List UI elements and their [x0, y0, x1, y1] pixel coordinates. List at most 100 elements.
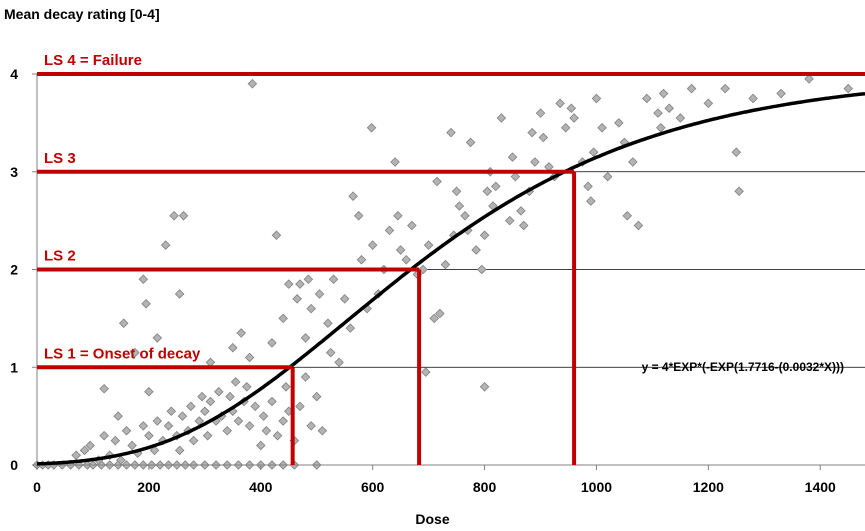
data-point: [281, 382, 291, 392]
data-point: [664, 103, 674, 113]
x-tick-label: 400: [249, 479, 273, 495]
data-point: [202, 430, 213, 441]
data-point: [653, 108, 663, 118]
data-point: [393, 210, 403, 221]
data-point: [482, 186, 493, 197]
data-point: [804, 74, 814, 84]
data-point: [588, 147, 599, 157]
y-tick-label: 0: [10, 457, 18, 473]
data-point: [311, 391, 322, 402]
data-point: [586, 196, 596, 206]
y-tick-label: 3: [10, 164, 18, 180]
data-point: [429, 313, 439, 324]
data-point: [535, 108, 546, 118]
grid-lines: [37, 73, 865, 368]
limit-state-lines: [37, 72, 865, 465]
fit-curve: [36, 91, 865, 466]
data-point: [734, 186, 744, 197]
data-point: [555, 98, 565, 109]
data-point: [675, 113, 686, 123]
tick-labels: 0 200 400 600 800 1000 1200 1400 0 1 2 3 4: [10, 66, 836, 495]
data-point: [214, 386, 224, 397]
data-point: [99, 430, 109, 441]
data-point: [614, 118, 624, 128]
data-point: [345, 323, 356, 333]
data-point: [325, 347, 336, 358]
data-point: [144, 430, 154, 441]
x-tick-label: 1200: [693, 479, 724, 495]
data-point: [314, 289, 325, 299]
data-point: [278, 313, 288, 324]
data-point: [79, 445, 90, 456]
data-point: [306, 421, 316, 431]
data-point: [334, 357, 344, 368]
data-point: [258, 411, 269, 421]
data-point: [244, 352, 255, 363]
data-point: [583, 181, 593, 192]
data-point: [446, 127, 456, 138]
y-tick-label: 4: [10, 66, 18, 82]
data-point: [233, 416, 244, 426]
data-point: [113, 411, 123, 421]
data-point: [85, 440, 95, 451]
data-point: [205, 396, 216, 407]
data-point: [222, 426, 232, 436]
data-point: [748, 93, 758, 104]
y-tick-label: 2: [10, 262, 18, 278]
data-point: [407, 220, 417, 231]
data-point: [510, 171, 521, 182]
x-tick-label: 1000: [581, 479, 612, 495]
x-tick-label: 200: [137, 479, 161, 495]
limit-state-label: LS 2: [44, 248, 76, 265]
data-point: [496, 113, 507, 123]
data-point: [178, 210, 189, 221]
data-point: [144, 386, 154, 397]
data-point: [597, 122, 607, 133]
data-point: [110, 435, 121, 446]
data-point: [292, 294, 302, 304]
limit-state-label: LS 3: [44, 150, 76, 167]
data-point: [186, 401, 196, 412]
data-point: [731, 147, 742, 157]
data-point: [306, 303, 316, 314]
data-point: [127, 440, 137, 451]
data-point: [323, 318, 333, 329]
data-point: [225, 391, 235, 402]
data-point: [339, 294, 350, 304]
data-point: [130, 347, 140, 358]
data-point: [451, 186, 462, 197]
data-point: [471, 245, 481, 255]
data-point: [658, 88, 669, 99]
x-tick-label: 800: [473, 479, 497, 495]
x-tick-label: 600: [361, 479, 385, 495]
data-point: [454, 201, 465, 211]
data-point: [843, 83, 853, 94]
data-point: [300, 333, 311, 343]
data-point: [686, 83, 697, 94]
data-point: [642, 93, 652, 104]
data-point: [656, 122, 666, 133]
data-point: [121, 426, 132, 436]
data-point: [250, 401, 260, 412]
data-point: [236, 328, 246, 338]
data-point: [348, 191, 358, 201]
data-point: [538, 132, 549, 143]
limit-state-label: LS 4 = Failure: [44, 52, 142, 69]
data-point: [267, 396, 277, 407]
x-axis-title: Dose: [415, 511, 450, 527]
data-point: [432, 176, 442, 187]
data-point: [278, 416, 288, 426]
data-point: [169, 210, 179, 221]
data-point: [247, 79, 258, 89]
data-point: [518, 220, 529, 231]
y-tick-label: 1: [10, 359, 18, 375]
data-point: [244, 421, 255, 431]
data-point: [395, 245, 406, 255]
data-point: [71, 450, 81, 460]
data-point: [421, 367, 431, 377]
data-point: [401, 254, 412, 265]
data-point: [465, 137, 476, 148]
limit-state-labels: LS 1 = Onset of decay LS 2 LS 3 LS 4 = Fail…: [44, 52, 201, 362]
data-point: [149, 445, 160, 456]
